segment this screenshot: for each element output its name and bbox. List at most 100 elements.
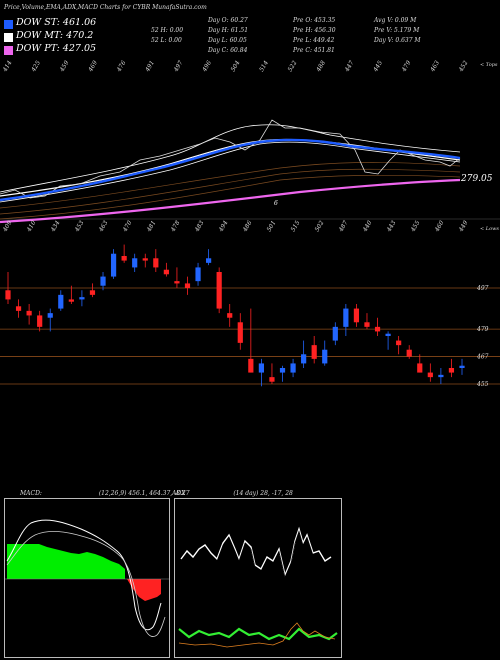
tick-label: 481 (145, 220, 157, 234)
macd-label: MACD: (20, 490, 42, 497)
tick-label: 455 (409, 219, 421, 233)
tick-label: 487 (337, 219, 349, 233)
candle-body (174, 281, 180, 284)
tick-label: 459 (58, 59, 70, 73)
adx-values: (14 day) 28, -17, 28 (233, 490, 293, 497)
stat-day-v: Day V: 0.637 M (374, 37, 421, 44)
candle-body (216, 272, 222, 309)
ema-st-line (0, 138, 461, 202)
price-line (0, 119, 461, 199)
candle-body (5, 290, 11, 300)
candle-body (364, 322, 370, 327)
candle-body (153, 258, 159, 268)
level-label: 467 (476, 354, 489, 361)
level-label: 479 (476, 326, 489, 333)
stat-day-o: Day O: 60.27 (208, 17, 248, 24)
adx-di-plus-line (180, 526, 332, 578)
tick-label: 483 (193, 219, 205, 233)
candle-body (332, 326, 338, 341)
ema-last-value: 279.05 (460, 174, 493, 184)
legend-mt: DOW MT: 470.2 (16, 30, 94, 41)
candle-body (406, 349, 412, 357)
tick-label: 486 (241, 219, 253, 233)
stat-pre-h: Pre H: 456.30 (293, 27, 336, 34)
macd-line (6, 519, 162, 631)
tick-label: 434 (49, 219, 61, 233)
tick-label: 443 (385, 219, 397, 233)
ema-long-line-b (0, 168, 461, 215)
tick-label: 514 (258, 59, 270, 73)
candle-body (248, 358, 254, 373)
candle-body (258, 363, 264, 373)
tick-label: 470 (121, 219, 133, 233)
candle-body (121, 256, 127, 261)
tick-label: 494 (217, 219, 229, 233)
tick-label: 479 (400, 59, 412, 73)
candle-body (385, 333, 391, 336)
candle-body (322, 349, 328, 364)
level-label: 455 (476, 381, 489, 388)
tick-label: 497 (172, 59, 184, 73)
candle-body (132, 258, 138, 268)
legend-swatch-pt (4, 46, 13, 55)
candle-body (301, 354, 307, 364)
legend-pt: DOW PT: 427.05 (16, 43, 97, 54)
legend-swatch-st (4, 20, 13, 29)
stat-pre-l: Pre L: 449.42 (293, 37, 335, 44)
tick-label: 463 (429, 59, 441, 73)
candle-body (290, 363, 296, 373)
tick-label: 447 (343, 59, 355, 73)
ema-marker: 6 (274, 200, 278, 207)
candle-body (15, 306, 22, 311)
candle-body (195, 267, 201, 282)
stat-pre-v: Pre V: 5.179 M (374, 27, 420, 34)
chart-title: Price,Volume,EMA,ADX,MACD Charts for CYB… (4, 4, 207, 11)
stat-avg-v: Avg V: 0.09 M (374, 17, 417, 24)
stat-day-l: Day L: 60.05 (208, 37, 247, 44)
tick-label: 469 (87, 59, 99, 73)
tick-label: 504 (230, 59, 242, 73)
candle-body (89, 290, 96, 295)
tick-label: 460 (433, 219, 445, 233)
ema-long-line-c (0, 174, 461, 220)
candle-body (237, 322, 243, 343)
legend-swatch-mt (4, 33, 13, 42)
ema-mt-band-upper (0, 124, 461, 193)
ema-bottom-labels: 409 410 434 453 463 470 481 478 483 494 486 501 515 5… (1, 219, 469, 233)
macd-histogram (7, 535, 161, 601)
candle-body (427, 372, 433, 378)
macd-header: MACD: (12,26,9) 456.1, 464.37, -8.27 (20, 490, 190, 497)
candle-body (269, 377, 275, 382)
stat-pre-c: Pre C: 451.81 (293, 47, 335, 54)
candle-body (142, 258, 148, 261)
tick-label: 496 (201, 59, 213, 73)
stat-52l: 52 L: 0.00 (151, 37, 182, 44)
candle-body (311, 345, 317, 359)
tick-label: 445 (372, 59, 384, 73)
tick-label: 410 (25, 219, 37, 233)
ema-pt-line (0, 178, 461, 224)
tick-label: 522 (287, 59, 299, 73)
ema-top-labels: 414 425 459 469 476 491 497 496 504 514 522 488 447 4… (1, 59, 469, 73)
ema-bottom-axis-label: < Lows (480, 226, 499, 232)
tick-label: 414 (1, 59, 13, 73)
candle-body (184, 283, 191, 288)
tick-label: 501 (266, 220, 278, 233)
adx-header: ADX (14 day) 28, -17, 28 (172, 490, 293, 497)
tick-label: 502 (314, 219, 326, 233)
stat-day-c: Day C: 60.84 (208, 47, 248, 54)
candle-body (438, 374, 444, 378)
candle-body (26, 310, 32, 316)
candle-body (37, 315, 43, 327)
adx-label: ADX (172, 490, 186, 497)
candle-body (100, 276, 106, 286)
candle-body (110, 253, 117, 277)
candle-body (163, 269, 169, 275)
tick-label: 463 (97, 219, 109, 233)
stat-pre-o: Pre O: 453.35 (293, 17, 336, 24)
macd-values: (12,26,9) 456.1, 464.37, -8.27 (98, 490, 190, 497)
legend-st: DOW ST: 461.06 (16, 17, 97, 28)
stat-52h: 52 H: 0.00 (151, 27, 184, 34)
adx-di-minus-line (178, 622, 336, 648)
candle-body (47, 313, 53, 318)
